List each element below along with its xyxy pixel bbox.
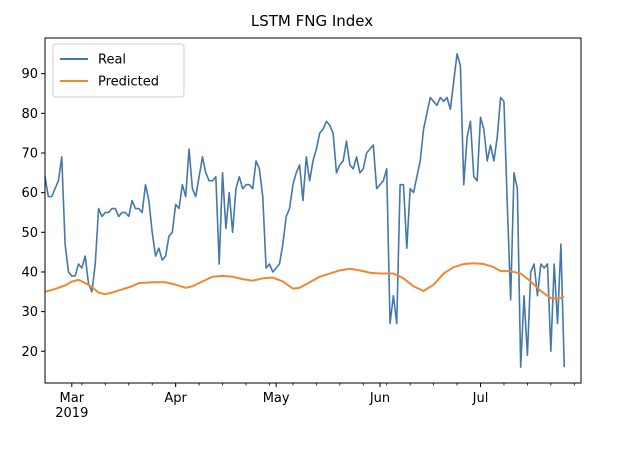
y-tick-label: 70 [21, 147, 38, 162]
legend-box [52, 43, 185, 98]
y-tick-label: 80 [21, 107, 38, 122]
x-tick-label: Jun [369, 391, 390, 406]
x-tick-label: Mar [60, 391, 85, 406]
x-tick-label: Apr [164, 391, 187, 406]
y-tick-label: 60 [21, 186, 38, 201]
plot-lines [44, 53, 566, 368]
x-tick-year-label: 2019 [55, 406, 88, 421]
legend-label-real: Real [98, 53, 126, 68]
legend-label-predicted: Predicted [98, 75, 159, 90]
plot-area-frame [44, 37, 582, 384]
y-axis: 20 30 40 50 60 70 80 90 [21, 67, 45, 360]
y-tick-label: 30 [21, 305, 38, 320]
y-tick-label: 20 [21, 345, 38, 360]
series-line-real [44, 53, 566, 368]
y-tick-label: 90 [21, 67, 38, 82]
chart-title: LSTM FNG Index [251, 12, 373, 30]
series-line-predicted [44, 262, 565, 300]
x-tick-label: Jul [472, 391, 489, 406]
chart-legend: Real Predicted [52, 43, 185, 98]
y-tick-label: 40 [21, 265, 38, 280]
y-tick-label: 50 [21, 226, 38, 241]
x-tick-label: May [263, 391, 290, 406]
